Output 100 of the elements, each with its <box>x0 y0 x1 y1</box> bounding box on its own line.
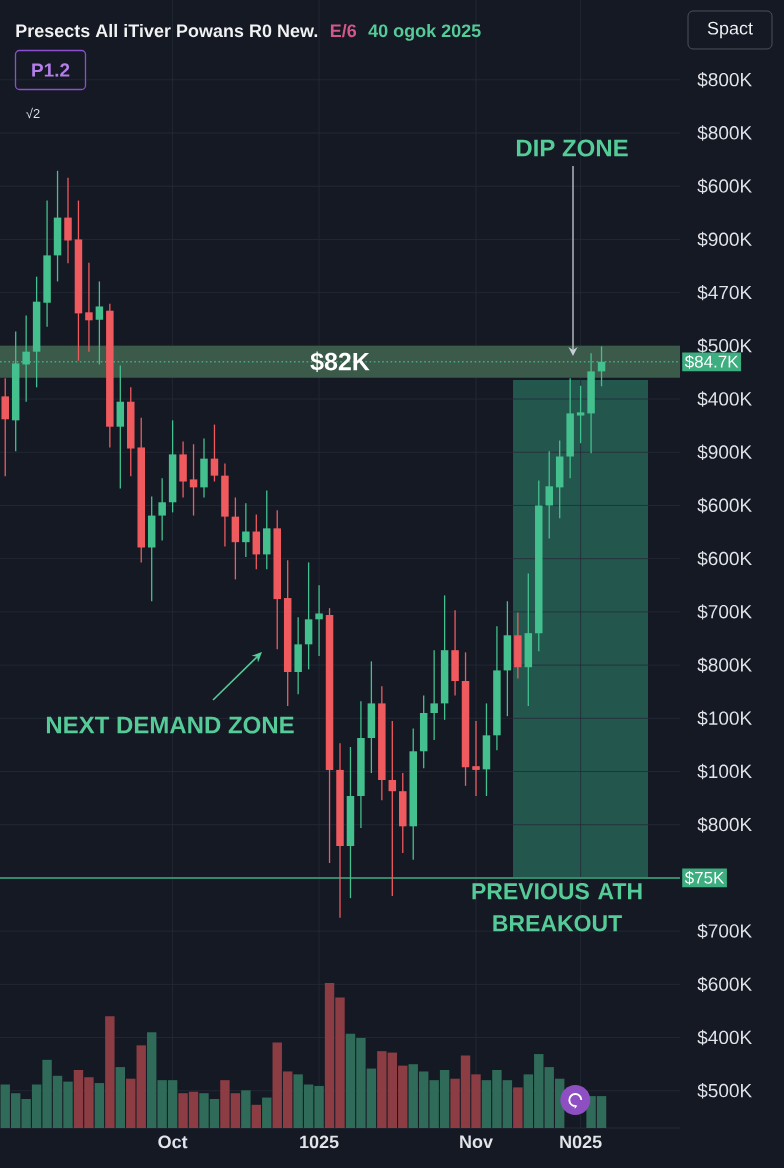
text: $500K <box>697 1083 752 1099</box>
text: $600K <box>697 976 752 993</box>
annotation: NEXT DEMAND ZONE <box>46 716 294 734</box>
candlestick <box>378 685 386 801</box>
candlestick <box>325 607 334 864</box>
text: $800K <box>697 657 752 673</box>
text: $800K <box>697 125 752 141</box>
candlestick <box>200 437 208 499</box>
candlestick <box>127 386 135 477</box>
text: E/6 <box>330 23 357 38</box>
bar <box>126 1078 136 1128</box>
candlestick <box>263 489 271 570</box>
x-tick-label: Nov <box>460 1135 493 1149</box>
candlestick <box>399 772 407 854</box>
candlestick <box>179 440 187 499</box>
bar <box>241 1090 251 1128</box>
text: Spact <box>707 21 753 39</box>
text: $700K <box>697 604 752 620</box>
bar <box>94 1083 105 1128</box>
candlestick <box>346 746 355 899</box>
candlestick <box>514 611 522 680</box>
candlestick <box>430 649 438 741</box>
candlestick <box>587 352 595 454</box>
candlestick <box>304 561 313 670</box>
band-label: $82K <box>310 351 370 373</box>
x-tick-label: N025 <box>560 1135 602 1149</box>
candlestick <box>252 513 261 570</box>
candlestick <box>451 609 459 697</box>
candlestick <box>388 720 397 897</box>
candlestick <box>566 377 574 479</box>
x-tick-label: Oct <box>158 1135 188 1149</box>
candlestick <box>535 479 543 652</box>
candlestick <box>524 572 533 707</box>
annotation: PREVIOUS ATH BREAKOUT <box>472 883 642 932</box>
text: $500K <box>697 338 752 354</box>
candlestick <box>242 502 250 558</box>
candlestick <box>315 584 323 657</box>
bar <box>115 1067 126 1128</box>
candlestick <box>283 559 292 707</box>
candlestick <box>95 280 104 366</box>
annotation: DIP ZONE <box>516 139 628 157</box>
candlestick <box>409 727 417 861</box>
candlestick <box>576 385 585 444</box>
candlestick <box>461 651 470 787</box>
text: $600K <box>697 497 752 514</box>
candlestick <box>545 450 553 540</box>
bar <box>513 1087 523 1128</box>
candlestick <box>32 276 41 388</box>
candlestick <box>1 377 9 477</box>
candlestick <box>116 364 125 490</box>
text: $700K <box>697 923 752 939</box>
candlestick <box>168 419 177 514</box>
x-tick-label: 1025 <box>300 1135 339 1149</box>
candlestick <box>336 742 344 919</box>
candlestick <box>367 660 376 774</box>
text: $600K <box>697 178 752 194</box>
candlestick <box>22 314 30 403</box>
candlestick <box>221 462 229 548</box>
candlestick <box>53 170 62 283</box>
bar <box>262 1097 272 1128</box>
candlestick <box>503 600 512 717</box>
y-tick-label: $84.7K <box>684 354 739 369</box>
annotation: P1.2 <box>32 63 70 77</box>
candlestick <box>85 262 93 353</box>
text: $600K <box>697 550 752 567</box>
candlestick <box>294 616 302 695</box>
annotation: √2 <box>26 107 40 119</box>
text: $400K <box>697 391 752 407</box>
candlestick <box>472 720 480 797</box>
text: $400K <box>697 1029 752 1046</box>
candlestick <box>210 423 219 483</box>
candlestick <box>357 700 365 829</box>
text: $470K <box>697 284 752 301</box>
text: $900K <box>697 231 752 248</box>
bar <box>251 1104 262 1128</box>
text: $800K <box>697 72 752 88</box>
candlestick <box>231 496 240 581</box>
candlestick <box>273 509 281 650</box>
y-tick-label: $75K <box>684 871 725 885</box>
bar <box>105 1016 115 1128</box>
text: $100K <box>697 763 752 780</box>
candlestick <box>137 417 145 564</box>
candlestick <box>189 443 198 517</box>
candlestick <box>64 177 72 265</box>
candlestick <box>74 199 83 362</box>
text: $900K <box>697 444 752 460</box>
text: $100K <box>697 710 752 726</box>
candlestick <box>43 199 51 328</box>
annotation: 40 ogok 2025 <box>368 23 481 41</box>
text: $800K <box>697 817 752 833</box>
candlestick <box>158 477 166 542</box>
candlestick <box>147 495 156 602</box>
candlestick <box>419 694 428 769</box>
candlestick <box>440 594 449 721</box>
candlestick <box>11 330 20 452</box>
candlestick <box>493 625 501 751</box>
candlestick <box>106 303 114 449</box>
bar <box>136 1045 146 1128</box>
text: Presects All iTiver Powans R0 New. <box>16 23 318 38</box>
candlestick <box>555 439 564 519</box>
